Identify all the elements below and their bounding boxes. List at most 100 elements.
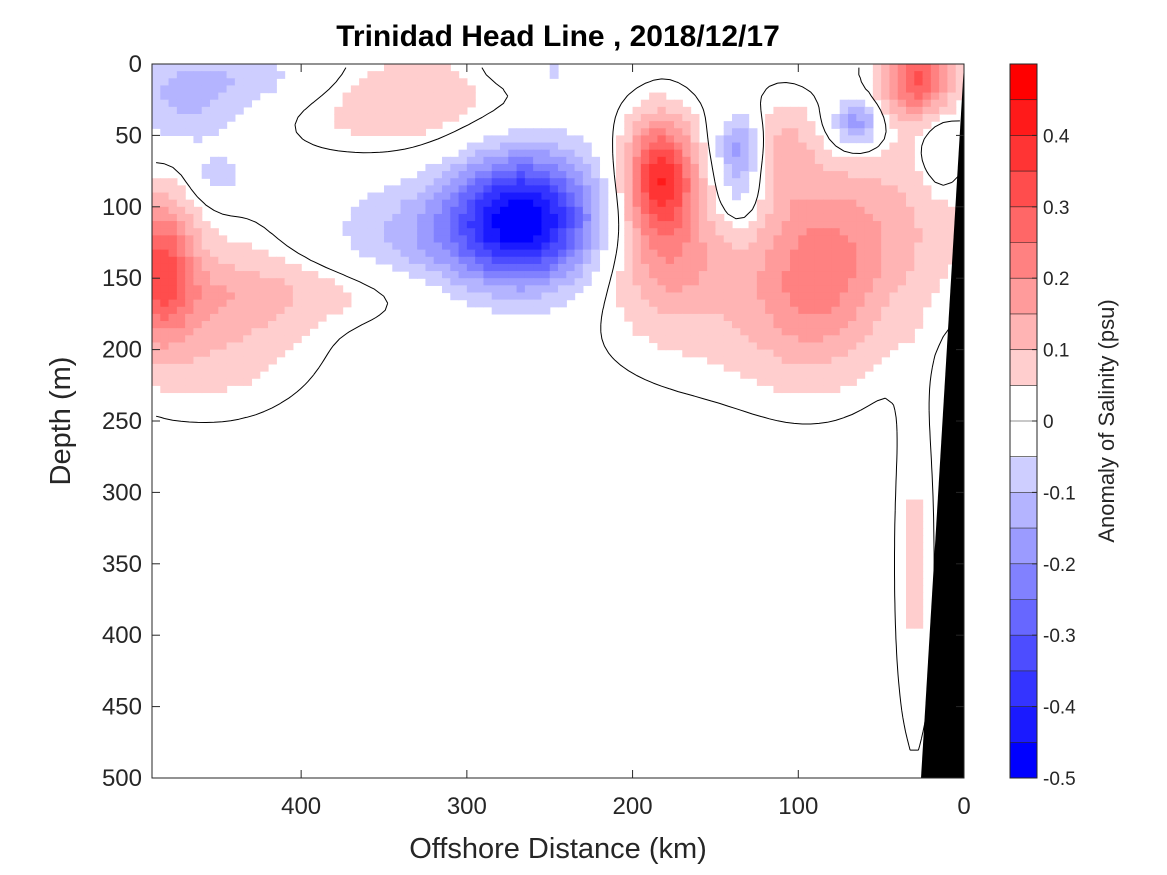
anomaly-cell: [599, 235, 609, 244]
anomaly-cell: [152, 242, 161, 251]
anomaly-cell: [765, 213, 775, 222]
anomaly-cell: [259, 313, 269, 322]
anomaly-cell: [872, 185, 882, 194]
anomaly-cell: [707, 285, 717, 294]
anomaly-cell: [881, 349, 891, 358]
anomaly-cell: [856, 221, 866, 229]
anomaly-cell: [765, 242, 775, 251]
anomaly-cell: [889, 185, 899, 194]
anomaly-cell: [756, 256, 766, 265]
anomaly-cell: [500, 213, 509, 222]
anomaly-cell: [914, 578, 924, 586]
anomaly-cell: [707, 349, 717, 358]
anomaly-cell: [707, 263, 717, 272]
anomaly-cell: [458, 271, 468, 279]
anomaly-cell: [226, 349, 236, 358]
anomaly-cell: [781, 235, 791, 244]
anomaly-cell: [193, 321, 203, 329]
anomaly-cell: [765, 328, 775, 336]
anomaly-cell: [674, 263, 683, 272]
anomaly-cell: [558, 206, 567, 215]
anomaly-cell: [649, 235, 659, 244]
anomaly-cell: [790, 199, 799, 208]
anomaly-cell: [591, 228, 601, 236]
anomaly-cell: [914, 71, 924, 79]
anomaly-cell: [458, 221, 468, 229]
anomaly-cell: [756, 292, 766, 301]
colorbar-segment: [1010, 742, 1037, 779]
anomaly-cell: [417, 249, 427, 258]
anomaly-cell: [690, 321, 700, 329]
anomaly-cell: [466, 256, 476, 265]
anomaly-cell: [939, 92, 949, 101]
anomaly-cell: [814, 321, 824, 329]
anomaly-cell: [657, 128, 667, 136]
anomaly-cell: [707, 235, 717, 244]
anomaly-cell: [831, 256, 841, 265]
anomaly-cell: [268, 292, 277, 301]
anomaly-cell: [152, 285, 161, 294]
anomaly-cell: [748, 135, 758, 144]
colorbar-segment: [1010, 64, 1037, 101]
anomaly-cell: [533, 142, 543, 151]
anomaly-cell: [798, 271, 808, 279]
anomaly-cell: [698, 285, 708, 294]
anomaly-cell: [152, 371, 161, 379]
anomaly-cell: [649, 313, 659, 322]
anomaly-cell: [408, 249, 418, 258]
anomaly-cell: [906, 256, 915, 265]
anomaly-cell: [152, 321, 161, 329]
anomaly-cell: [889, 99, 899, 108]
anomaly-cell: [906, 242, 915, 251]
anomaly-cell: [417, 221, 427, 229]
anomaly-cell: [392, 121, 402, 129]
anomaly-cell: [814, 285, 824, 294]
anomaly-cell: [682, 335, 692, 344]
anomaly-cell: [823, 149, 833, 158]
anomaly-cell: [698, 242, 708, 251]
anomaly-cell: [649, 221, 659, 229]
anomaly-cell: [185, 92, 195, 101]
anomaly-cell: [848, 156, 857, 165]
anomaly-cell: [947, 106, 957, 115]
anomaly-cell: [856, 278, 866, 286]
anomaly-cell: [350, 99, 360, 108]
anomaly-cell: [375, 256, 385, 265]
anomaly-cell: [400, 113, 410, 122]
anomaly-cell: [350, 92, 360, 101]
anomaly-cell: [914, 542, 924, 551]
anomaly-cell: [698, 206, 708, 215]
anomaly-cell: [574, 235, 584, 244]
anomaly-cell: [947, 99, 957, 108]
anomaly-cell: [152, 85, 161, 94]
anomaly-cell: [897, 335, 907, 344]
y-tick-label: 250: [102, 408, 142, 435]
anomaly-cell: [425, 271, 435, 279]
anomaly-cell: [533, 256, 543, 265]
anomaly-cell: [234, 349, 244, 358]
anomaly-cell: [458, 149, 468, 158]
anomaly-cell: [292, 278, 302, 286]
anomaly-cell: [806, 313, 816, 322]
anomaly-cell: [640, 292, 650, 301]
anomaly-cell: [193, 213, 203, 222]
anomaly-cell: [541, 221, 551, 229]
anomaly-cell: [640, 263, 650, 272]
anomaly-cell: [201, 171, 211, 179]
anomaly-cell: [674, 171, 683, 179]
anomaly-cell: [806, 363, 816, 372]
anomaly-cell: [508, 142, 518, 151]
anomaly-cell: [814, 213, 824, 222]
anomaly-cell: [823, 299, 833, 308]
anomaly-cell: [524, 178, 534, 186]
anomaly-cell: [168, 263, 178, 272]
anomaly-cell: [831, 313, 841, 322]
anomaly-cell: [442, 256, 451, 265]
anomaly-cell: [665, 171, 675, 179]
anomaly-cell: [939, 235, 949, 244]
anomaly-cell: [425, 99, 435, 108]
anomaly-cell: [698, 263, 708, 272]
anomaly-cell: [831, 242, 841, 251]
anomaly-cell: [640, 185, 650, 194]
anomaly-cell: [201, 71, 211, 79]
